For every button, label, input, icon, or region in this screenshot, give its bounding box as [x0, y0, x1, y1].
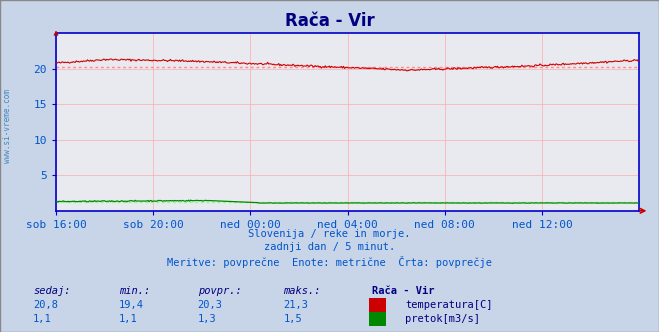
Text: 1,3: 1,3 [198, 314, 216, 324]
Text: Meritve: povprečne  Enote: metrične  Črta: povprečje: Meritve: povprečne Enote: metrične Črta:… [167, 256, 492, 268]
Text: www.si-vreme.com: www.si-vreme.com [3, 89, 13, 163]
Text: maks.:: maks.: [283, 286, 321, 296]
Text: povpr.:: povpr.: [198, 286, 241, 296]
Text: sedaj:: sedaj: [33, 286, 71, 296]
Text: Slovenija / reke in morje.: Slovenija / reke in morje. [248, 229, 411, 239]
Text: 20,3: 20,3 [198, 300, 223, 310]
Text: 1,5: 1,5 [283, 314, 302, 324]
Text: 1,1: 1,1 [119, 314, 137, 324]
Text: temperatura[C]: temperatura[C] [405, 300, 493, 310]
Text: pretok[m3/s]: pretok[m3/s] [405, 314, 480, 324]
Text: Rača - Vir: Rača - Vir [372, 286, 435, 296]
Text: 19,4: 19,4 [119, 300, 144, 310]
Text: Rača - Vir: Rača - Vir [285, 12, 374, 30]
Text: 21,3: 21,3 [283, 300, 308, 310]
Text: 1,1: 1,1 [33, 314, 51, 324]
Text: zadnji dan / 5 minut.: zadnji dan / 5 minut. [264, 242, 395, 252]
Text: 20,8: 20,8 [33, 300, 58, 310]
Text: min.:: min.: [119, 286, 150, 296]
